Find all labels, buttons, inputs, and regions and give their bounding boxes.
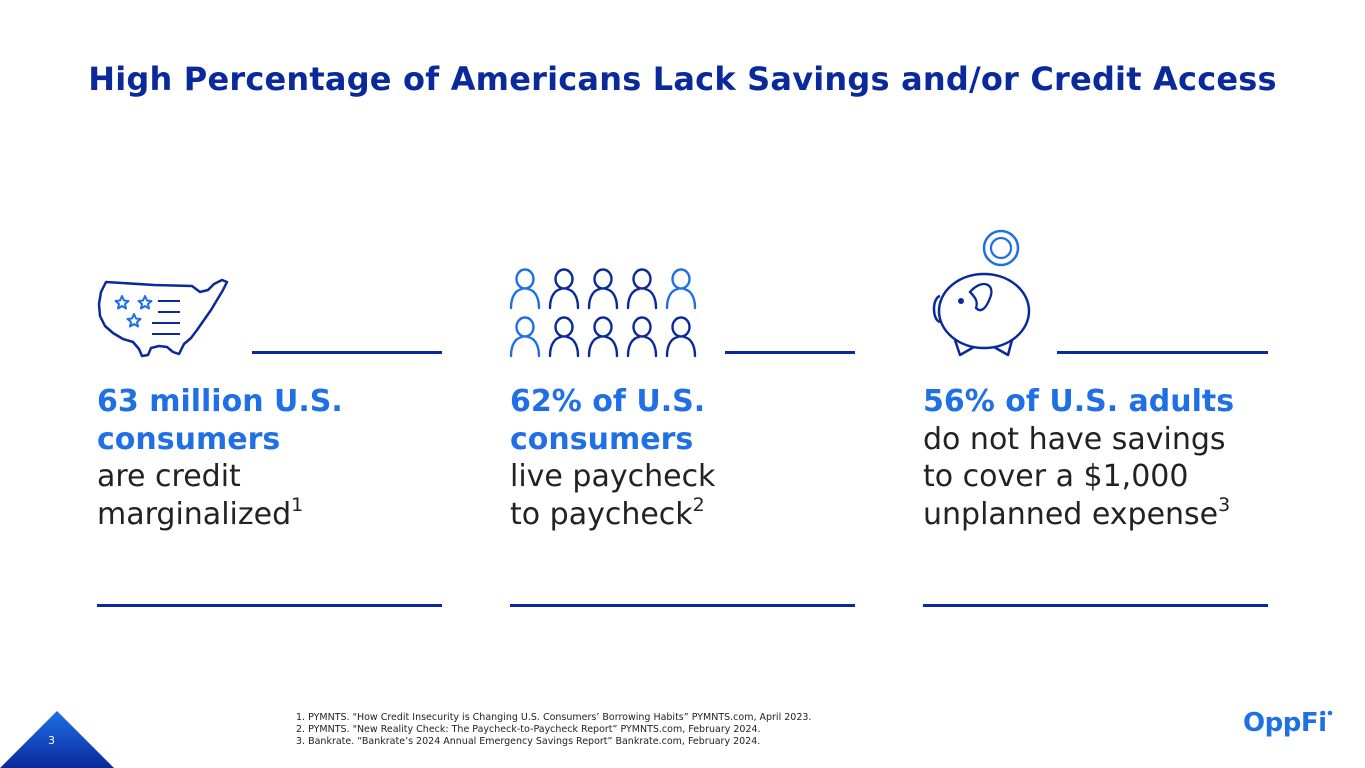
piggy-bank-icon bbox=[932, 229, 1031, 357]
icon-rule bbox=[1057, 351, 1268, 354]
stat-paycheck-to-paycheck: 62% of U.S. consumers live paycheck to p… bbox=[510, 383, 870, 533]
usa-map-icon bbox=[97, 278, 229, 358]
stat-credit-marginalized: 63 million U.S. consumers are credit mar… bbox=[97, 383, 457, 533]
stat-highlight: 63 million U.S. bbox=[97, 384, 343, 419]
footnote-ref: 2 bbox=[692, 493, 705, 516]
oppfi-logo: OppFi bbox=[1243, 708, 1327, 738]
stat-text: live paycheck bbox=[510, 459, 716, 494]
stat-text: unplanned expense bbox=[923, 496, 1219, 532]
stat-highlight: 56% of U.S. adults bbox=[923, 384, 1235, 419]
icon-rule bbox=[725, 351, 855, 354]
people-group-icon bbox=[509, 268, 697, 358]
stat-highlight: consumers bbox=[97, 421, 281, 457]
page-number: 3 bbox=[48, 734, 55, 747]
stat-text: to paycheck bbox=[510, 496, 693, 532]
stat-highlight: 62% of U.S. bbox=[510, 384, 706, 419]
footnote-ref: 1 bbox=[291, 493, 304, 516]
footnotes: 1. PYMNTS. "How Credit Insecurity is Cha… bbox=[296, 712, 811, 748]
stat-text: marginalized bbox=[97, 496, 292, 532]
stat-no-savings: 56% of U.S. adults do not have savings t… bbox=[923, 383, 1283, 533]
page-title: High Percentage of Americans Lack Saving… bbox=[88, 60, 1277, 98]
stat-text: are credit bbox=[97, 459, 241, 494]
stat-highlight: consumers bbox=[510, 421, 694, 457]
footnote-ref: 3 bbox=[1218, 493, 1231, 516]
stat-text: do not have savings bbox=[923, 421, 1226, 457]
icon-rule bbox=[252, 351, 442, 354]
logo-dots-icon bbox=[1320, 710, 1333, 716]
footnote: 1. PYMNTS. "How Credit Insecurity is Cha… bbox=[296, 712, 812, 723]
footnote: 2. PYMNTS. "New Reality Check: The Paych… bbox=[296, 724, 761, 735]
bottom-rule bbox=[97, 604, 442, 607]
bottom-rule bbox=[923, 604, 1268, 607]
footnote: 3. Bankrate. “Bankrate’s 2024 Annual Eme… bbox=[296, 736, 761, 747]
bottom-rule bbox=[510, 604, 855, 607]
stat-text: to cover a $1,000 bbox=[923, 459, 1189, 494]
